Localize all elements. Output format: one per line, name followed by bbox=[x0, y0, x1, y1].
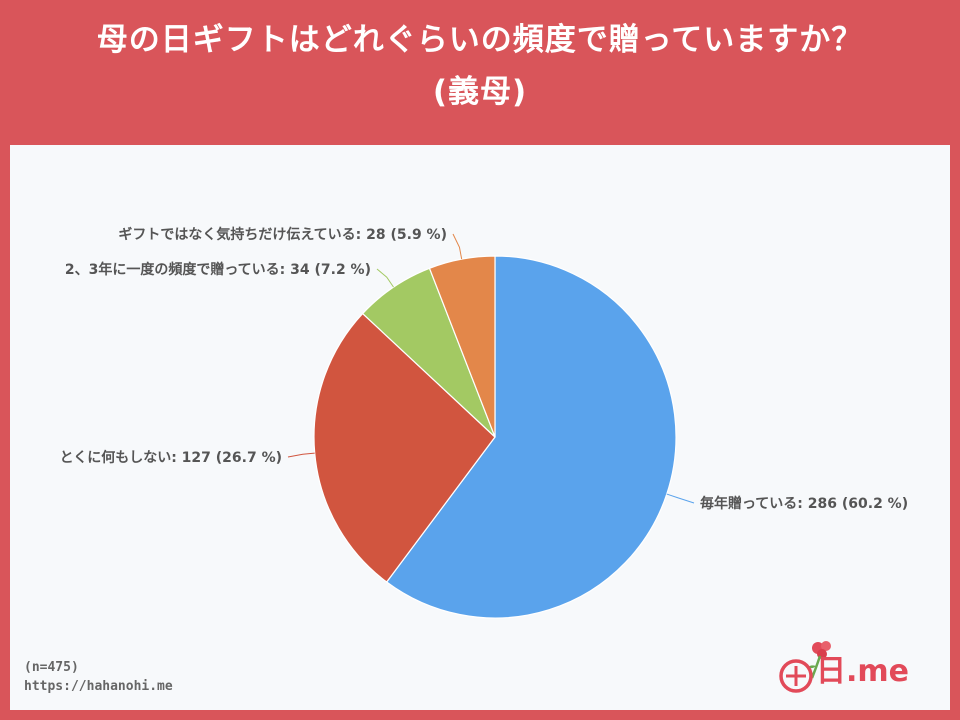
leader-line bbox=[666, 493, 695, 504]
logo-text: 日.me bbox=[816, 654, 910, 689]
chart-title: 母の日ギフトはどれぐらいの頻度で贈っていますか？ (義母) bbox=[0, 14, 960, 118]
slice-label: とくに何もしない: 127 (26.7 %) bbox=[60, 449, 282, 466]
source-url: https://hahanohi.me bbox=[24, 679, 173, 694]
chart-title-line1: 母の日ギフトはどれぐらいの頻度で贈っていますか？ bbox=[96, 22, 864, 58]
pie-slice bbox=[313, 312, 496, 583]
leader-line bbox=[376, 268, 394, 288]
leader-line bbox=[287, 452, 315, 458]
pie-slice bbox=[385, 255, 677, 619]
slice-label: 2、3年に一度の頻度で贈っている: 34 (7.2 %) bbox=[65, 261, 371, 278]
pie-chart: 毎年贈っている: 286 (60.2 %) とくに何もしない: 127 (26.7… bbox=[60, 226, 908, 619]
leader-line bbox=[452, 233, 463, 260]
chart-title-line2: (義母) bbox=[432, 74, 528, 110]
chart-panel: 毎年贈っている: 286 (60.2 %) とくに何もしない: 127 (26.7… bbox=[10, 145, 950, 710]
site-logo: 日.me bbox=[772, 634, 942, 694]
slice-label: 毎年贈っている: 286 (60.2 %) bbox=[700, 495, 908, 512]
sample-size-note: (n=475) bbox=[24, 660, 79, 675]
slice-label: ギフトではなく気持ちだけ伝えている: 28 (5.9 %) bbox=[118, 226, 447, 243]
carnation-icon bbox=[779, 641, 831, 693]
